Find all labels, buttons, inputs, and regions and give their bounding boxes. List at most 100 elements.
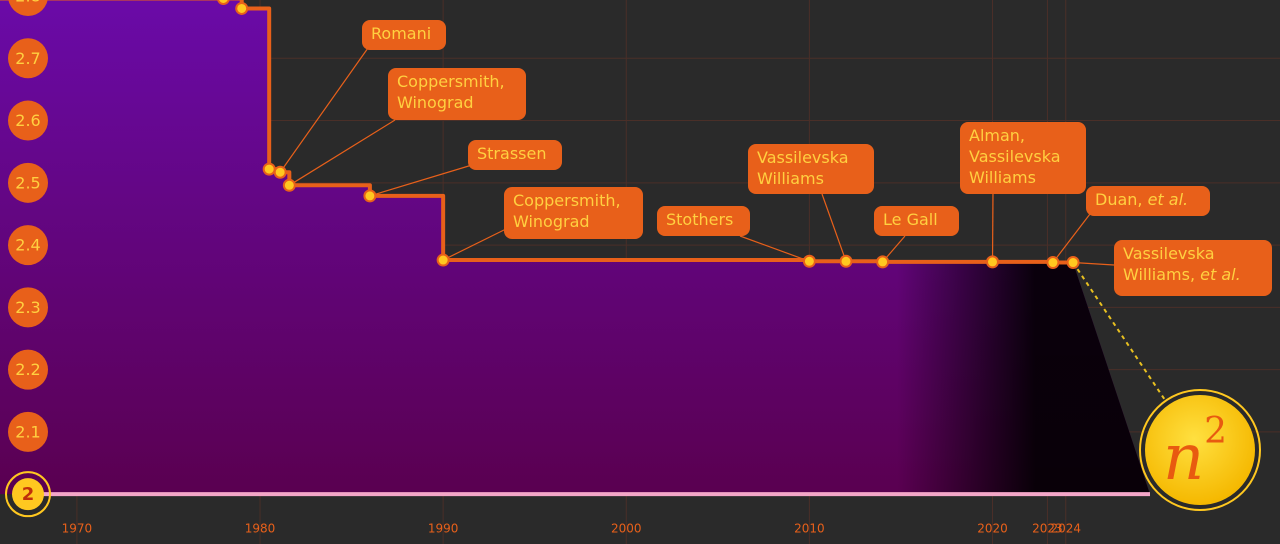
callout-text: Le Gall (883, 210, 938, 229)
data-point (235, 1, 249, 15)
data-point (986, 255, 1000, 269)
callout-text-part: et al. (1148, 190, 1189, 209)
callout-text: Williams (757, 169, 824, 188)
x-tick-label: 2010 (794, 522, 825, 536)
leader-line (289, 119, 396, 186)
data-point (262, 162, 276, 176)
leader-line (369, 164, 473, 197)
callout-box (388, 68, 526, 120)
x-tick-label: 1980 (245, 522, 276, 536)
callout-text-part: Vassilevska (969, 147, 1061, 166)
y-tick-label: 2.5 (15, 173, 40, 192)
callout-text-part: Winograd (513, 212, 590, 231)
callout-text-part: Coppersmith, (513, 191, 621, 210)
y-tick-badge (8, 100, 48, 141)
callout-box (748, 144, 874, 194)
x-tick-label: 2000 (611, 522, 642, 536)
callout-text-part: Williams (757, 169, 824, 188)
callout-text-part: Williams, (1123, 265, 1200, 284)
callout-text: Romani (371, 24, 431, 43)
limit-coin (1145, 395, 1255, 505)
y-tick-badge (8, 349, 48, 390)
callout-text-part: Vassilevska (1123, 244, 1215, 263)
callout-text: Vassilevska (757, 148, 849, 167)
y-tick-badge (12, 478, 44, 511)
callout-text: Williams, et al. (1123, 265, 1241, 284)
data-point (839, 254, 853, 268)
x-tick-label: 1970 (62, 522, 93, 536)
callout-text: Winograd (397, 93, 474, 112)
callout-text-part: Romani (371, 24, 431, 43)
callout-box (362, 20, 446, 50)
callout-text: Stothers (666, 210, 733, 229)
y-tick-label: 2.8 (15, 0, 40, 6)
y-tick-label: 2.3 (15, 298, 40, 317)
leader-line (739, 235, 810, 262)
callout-text-part: Winograd (397, 93, 474, 112)
data-point (282, 178, 296, 192)
y-tick-badge (5, 471, 51, 518)
callout-box (1114, 240, 1272, 296)
x-tick-label: 2023 (1032, 522, 1063, 536)
y-tick-badge (8, 38, 48, 79)
callout-text: Vassilevska (1123, 244, 1215, 263)
callout-text-part: Williams (969, 168, 1036, 187)
leader-line (442, 227, 509, 261)
callout-text-part: Le Gall (883, 210, 938, 229)
limit-coin-ring (1139, 389, 1261, 511)
callout-box (468, 140, 562, 170)
limit-exponent: 2 (1204, 411, 1227, 452)
callout-text-part: Duan, (1095, 190, 1148, 209)
trend-dash (1072, 261, 1166, 401)
leader-line (1073, 261, 1115, 266)
callout-text: Winograd (513, 212, 590, 231)
callout-text-part: Alman, (969, 126, 1025, 145)
data-point (436, 253, 450, 267)
y-tick-badge (8, 162, 48, 203)
y-tick-label: 2.4 (15, 236, 40, 255)
callout-text-part: Stothers (666, 210, 733, 229)
data-point (217, 0, 230, 5)
area-fade (0, 0, 1150, 495)
callout-text-part: Strassen (477, 144, 546, 163)
callout-box (504, 187, 643, 239)
y-tick-label: 2.2 (15, 360, 40, 379)
callout-box (1086, 186, 1210, 216)
callout-box (960, 122, 1086, 194)
x-tick-label: 2020 (977, 522, 1008, 536)
data-point (802, 254, 816, 268)
data-point (273, 165, 287, 179)
callout-box (657, 206, 750, 236)
y-tick-label: 2.6 (15, 111, 40, 130)
callout-text: Vassilevska (969, 147, 1061, 166)
y-tick-badge (8, 411, 48, 452)
data-point (1066, 256, 1080, 270)
callout-text: Alman, (969, 126, 1025, 145)
callout-text: Williams (969, 168, 1036, 187)
callout-text-part: Vassilevska (757, 148, 849, 167)
x-tick-label: 1990 (428, 522, 459, 536)
data-point (363, 189, 377, 203)
leader-line (279, 47, 369, 173)
leader-line (821, 193, 847, 262)
callout-text: Coppersmith, (513, 191, 621, 210)
limit-base: n (1163, 421, 1204, 495)
callout-text: Strassen (477, 144, 546, 163)
callout-text-part: et al. (1200, 265, 1241, 284)
y-tick-label: 2.1 (15, 422, 40, 441)
data-point (1046, 256, 1060, 270)
x-tick-label: 2024 (1050, 522, 1081, 536)
callout-text: Coppersmith, (397, 72, 505, 91)
data-point (876, 255, 890, 269)
y-tick-label: 2.7 (15, 49, 40, 68)
y-tick-badge (8, 287, 48, 328)
y-tick-badge (8, 0, 48, 16)
callout-box (874, 206, 959, 236)
y-tick-label: 2 (22, 484, 35, 505)
callout-text-part: Coppersmith, (397, 72, 505, 91)
limit-label: n2 (1163, 411, 1227, 495)
y-tick-badge (8, 225, 48, 266)
step-line (223, 0, 1074, 265)
